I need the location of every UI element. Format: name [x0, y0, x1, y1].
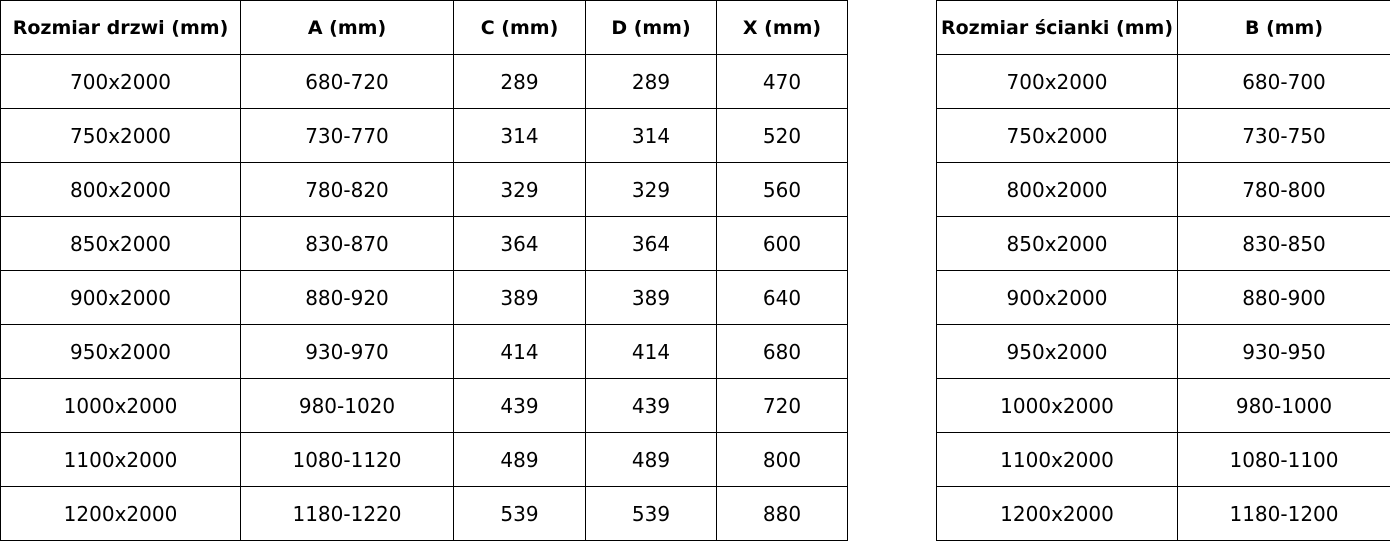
- table-cell: 1100x2000: [0, 432, 241, 487]
- table-row: 1000x2000 980-1000: [936, 378, 1390, 433]
- table-row: 950x2000 930-970 414 414 680: [0, 324, 848, 379]
- table-cell: 700x2000: [936, 54, 1178, 109]
- table-cell: 489: [453, 432, 586, 487]
- table-cell: 314: [585, 108, 717, 163]
- table-cell: 850x2000: [936, 216, 1178, 271]
- table-row: 900x2000 880-920 389 389 640: [0, 270, 848, 325]
- column-header: B (mm): [1177, 0, 1390, 55]
- table-cell: 720: [716, 378, 848, 433]
- table-row: 800x2000 780-820 329 329 560: [0, 162, 848, 217]
- table-cell: 640: [716, 270, 848, 325]
- table-cell: 850x2000: [0, 216, 241, 271]
- table-cell: 980-1000: [1177, 378, 1390, 433]
- column-header: Rozmiar ścianki (mm): [936, 0, 1178, 55]
- table-row: 1100x2000 1080-1120 489 489 800: [0, 432, 848, 487]
- table-cell: 389: [453, 270, 586, 325]
- table-cell: 900x2000: [936, 270, 1178, 325]
- table-cell: 730-750: [1177, 108, 1390, 163]
- table-row: 850x2000 830-850: [936, 216, 1390, 271]
- table-cell: 329: [585, 162, 717, 217]
- table-cell: 680: [716, 324, 848, 379]
- table-row: 750x2000 730-750: [936, 108, 1390, 163]
- table-cell: 950x2000: [0, 324, 241, 379]
- table-cell: 439: [585, 378, 717, 433]
- header-row: Rozmiar drzwi (mm) A (mm) C (mm) D (mm) X (m…: [0, 0, 848, 55]
- table-row: 900x2000 880-900: [936, 270, 1390, 325]
- table-cell: 950x2000: [936, 324, 1178, 379]
- table-cell: 880: [716, 486, 848, 541]
- column-header: X (mm): [716, 0, 848, 55]
- table-row: 950x2000 930-950: [936, 324, 1390, 379]
- table-cell: 930-970: [240, 324, 454, 379]
- column-header: C (mm): [453, 0, 586, 55]
- table-cell: 980-1020: [240, 378, 454, 433]
- column-header: A (mm): [240, 0, 454, 55]
- table-cell: 364: [453, 216, 586, 271]
- table-cell: 560: [716, 162, 848, 217]
- table-cell: 600: [716, 216, 848, 271]
- column-header: Rozmiar drzwi (mm): [0, 0, 241, 55]
- door-size-table: Rozmiar drzwi (mm) A (mm) C (mm) D (mm) X (m…: [0, 0, 848, 541]
- table-row: 700x2000 680-720 289 289 470: [0, 54, 848, 109]
- column-header: D (mm): [585, 0, 717, 55]
- table-cell: 439: [453, 378, 586, 433]
- table-cell: 880-920: [240, 270, 454, 325]
- table-row: 700x2000 680-700: [936, 54, 1390, 109]
- table-row: 850x2000 830-870 364 364 600: [0, 216, 848, 271]
- table-cell: 1200x2000: [936, 486, 1178, 541]
- table-cell: 1000x2000: [936, 378, 1178, 433]
- table-cell: 680-700: [1177, 54, 1390, 109]
- table-cell: 780-800: [1177, 162, 1390, 217]
- table-cell: 750x2000: [936, 108, 1178, 163]
- table-row: 1200x2000 1180-1200: [936, 486, 1390, 541]
- header-row: Rozmiar ścianki (mm) B (mm): [936, 0, 1390, 55]
- table-cell: 830-870: [240, 216, 454, 271]
- table-cell: 750x2000: [0, 108, 241, 163]
- table-row: 1200x2000 1180-1220 539 539 880: [0, 486, 848, 541]
- table-cell: 800x2000: [0, 162, 241, 217]
- table-cell: 1080-1100: [1177, 432, 1390, 487]
- table-cell: 930-950: [1177, 324, 1390, 379]
- table-cell: 800x2000: [936, 162, 1178, 217]
- table-cell: 539: [585, 486, 717, 541]
- table-cell: 1200x2000: [0, 486, 241, 541]
- table-cell: 489: [585, 432, 717, 487]
- table-cell: 289: [453, 54, 586, 109]
- wall-size-table: Rozmiar ścianki (mm) B (mm) 700x2000 680-7…: [936, 0, 1390, 541]
- table-row: 1100x2000 1080-1100: [936, 432, 1390, 487]
- table-cell: 414: [585, 324, 717, 379]
- table-cell: 539: [453, 486, 586, 541]
- table-cell: 314: [453, 108, 586, 163]
- table-row: 800x2000 780-800: [936, 162, 1390, 217]
- table-cell: 364: [585, 216, 717, 271]
- table-cell: 880-900: [1177, 270, 1390, 325]
- table-cell: 780-820: [240, 162, 454, 217]
- table-cell: 1180-1200: [1177, 486, 1390, 541]
- table-cell: 830-850: [1177, 216, 1390, 271]
- table-cell: 680-720: [240, 54, 454, 109]
- table-row: 1000x2000 980-1020 439 439 720: [0, 378, 848, 433]
- table-cell: 470: [716, 54, 848, 109]
- table-row: 750x2000 730-770 314 314 520: [0, 108, 848, 163]
- table-cell: 289: [585, 54, 717, 109]
- table-cell: 700x2000: [0, 54, 241, 109]
- table-cell: 1080-1120: [240, 432, 454, 487]
- table-cell: 800: [716, 432, 848, 487]
- table-cell: 414: [453, 324, 586, 379]
- table-cell: 1000x2000: [0, 378, 241, 433]
- table-cell: 389: [585, 270, 717, 325]
- table-cell: 1100x2000: [936, 432, 1178, 487]
- table-cell: 520: [716, 108, 848, 163]
- table-cell: 730-770: [240, 108, 454, 163]
- table-cell: 900x2000: [0, 270, 241, 325]
- table-cell: 329: [453, 162, 586, 217]
- table-cell: 1180-1220: [240, 486, 454, 541]
